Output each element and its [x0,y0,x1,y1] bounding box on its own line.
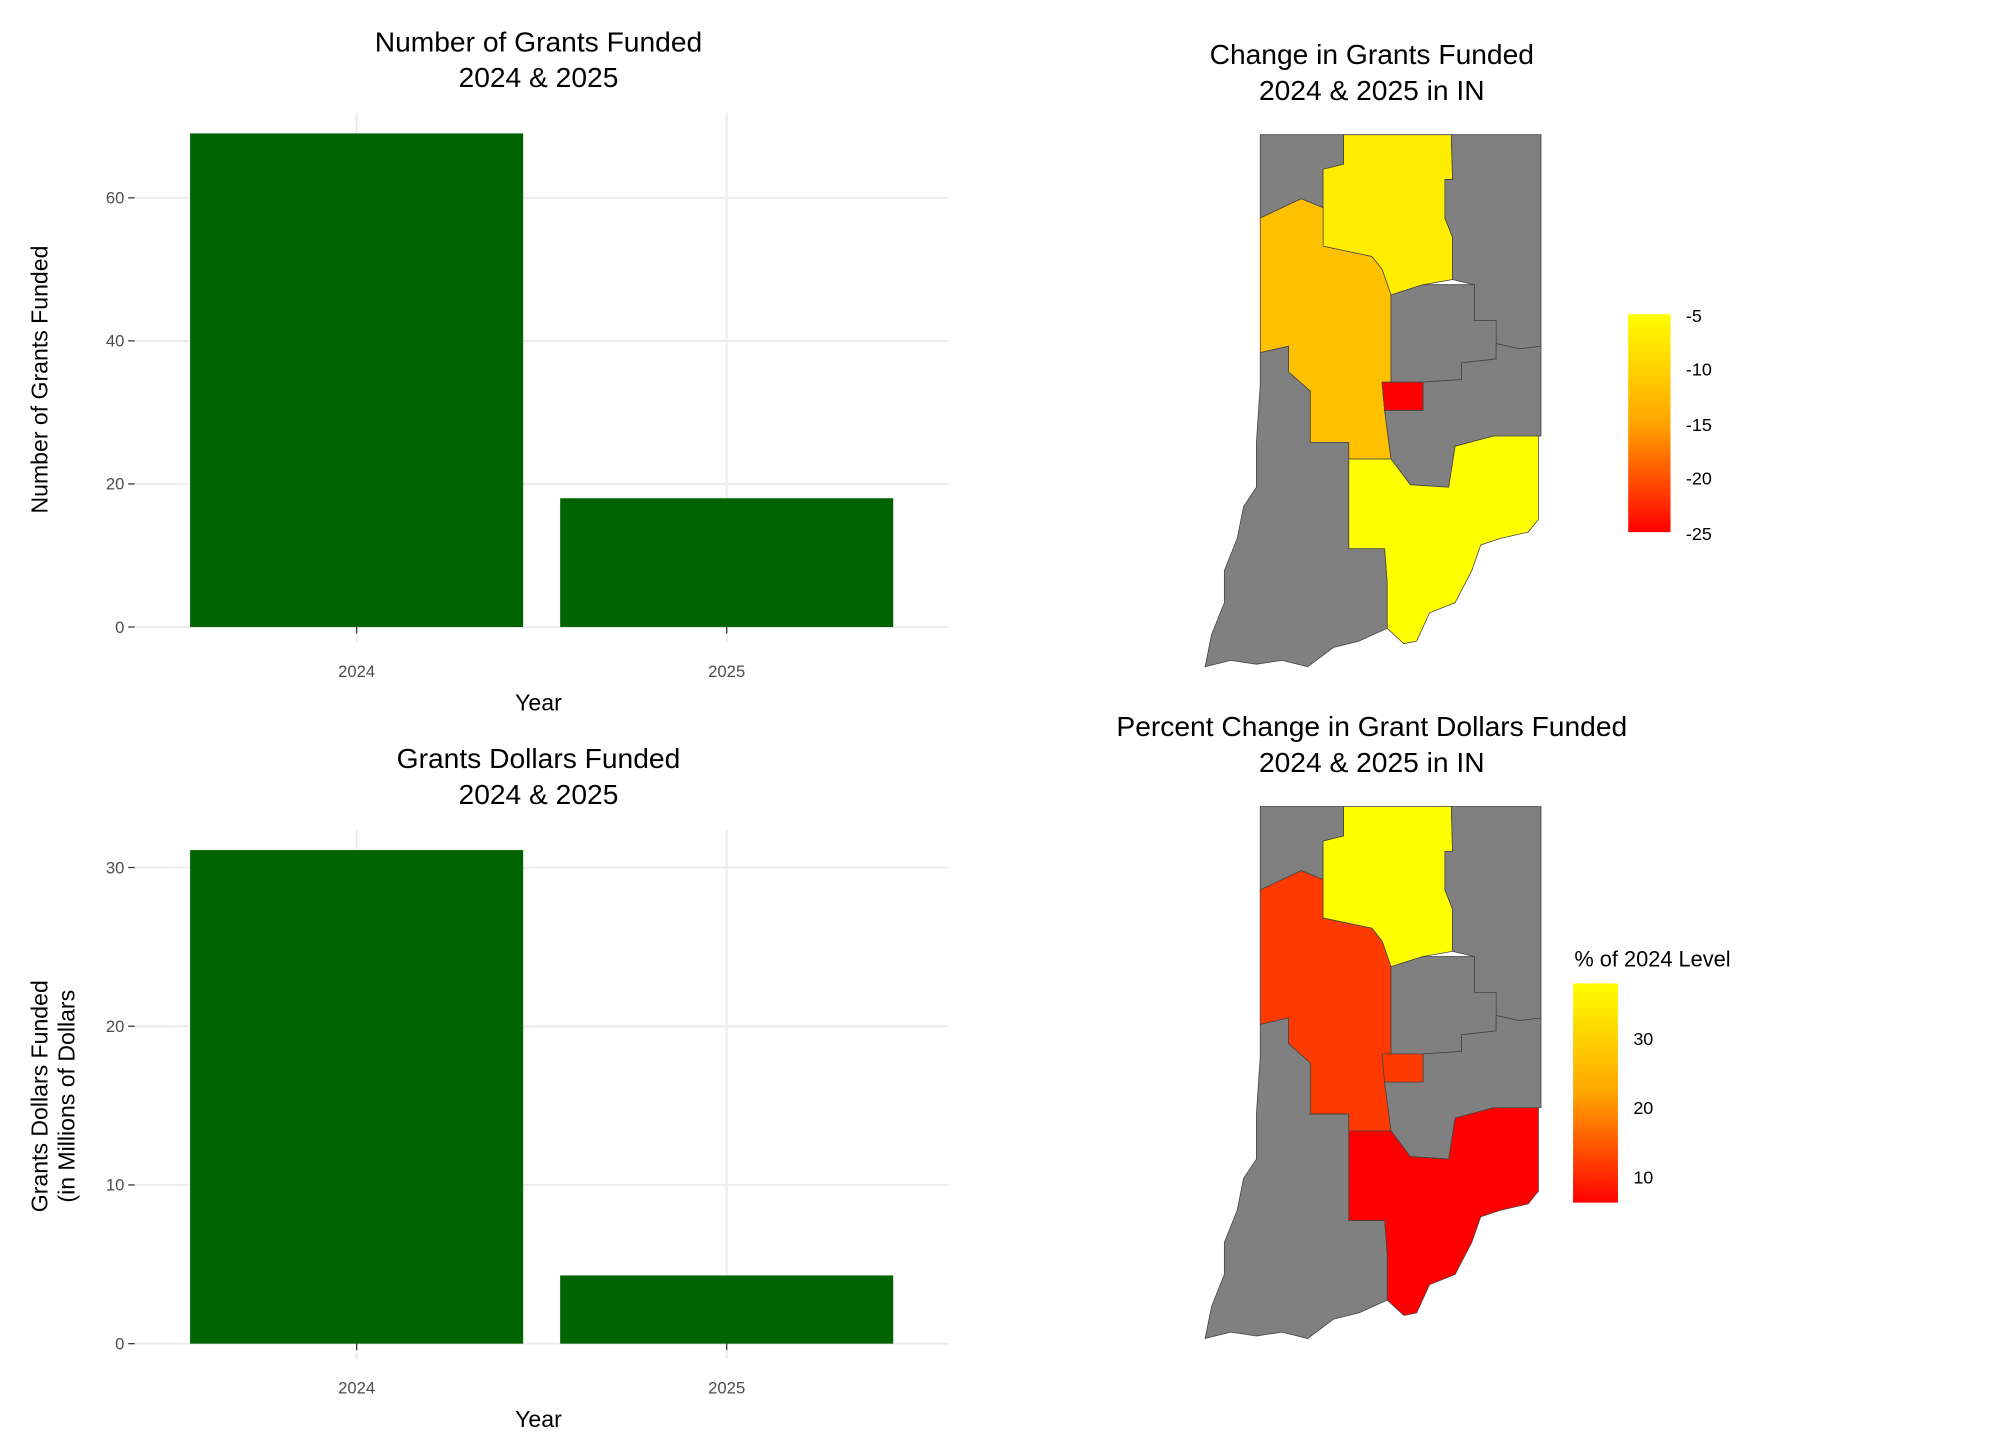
legend-tick: -15 [1686,415,1712,435]
x-axis-label: Year [515,1406,562,1432]
y-axis-label: Number of Grants Funded [26,246,52,514]
y-tick-label: 40 [106,332,125,351]
x-tick-label: 2025 [708,662,745,681]
y-tick-label: 20 [106,1017,125,1036]
x-tick-label: 2025 [708,1379,745,1398]
legend-tick: -5 [1686,306,1702,326]
region-indy [1381,1053,1424,1083]
map-title-line2: 2024 & 2025 in IN [1259,746,1485,778]
x-tick-label: 2024 [338,1379,375,1398]
legend-colorbar [1573,983,1618,1203]
map-title-line1: Percent Change in Grant Dollars Funded [1116,710,1627,742]
region-southwest [1204,345,1388,668]
map-title-line1: Change in Grants Funded [1210,38,1534,70]
bar-2025 [560,498,894,627]
bar-chart-grant-dollars: Grants Dollars Funded 2024 & 2025 0 10 20 3… [26,742,949,1432]
chart-title-line1: Grants Dollars Funded [397,742,681,774]
color-legend: -5 -10 -15 -20 -25 [1628,306,1712,544]
legend-tick: 20 [1633,1098,1653,1118]
bar-chart-grants-count: Number of Grants Funded 2024 & 2025 0 20 4… [26,25,949,715]
plot-panel: 0 20 40 60 2024 2025 [106,112,949,681]
bar-2025 [560,1275,894,1344]
region-southwest [1204,1017,1388,1340]
bar-2024 [190,133,524,627]
chart-title-line1: Number of Grants Funded [375,25,702,57]
y-tick-label: 60 [106,189,125,208]
region-indy [1381,381,1424,411]
y-tick-label: 0 [115,618,124,637]
map-percent-change-dollars: Percent Change in Grant Dollars Funded 2… [1116,710,1731,1340]
plot-panel: 0 10 20 30 2024 2025 [106,829,949,1398]
legend-tick: -10 [1686,360,1712,380]
y-tick-label: 20 [106,475,125,494]
indiana-map [1204,806,1542,1340]
y-axis-label-line2: (in Millions of Dollars [53,990,79,1203]
legend-tick: -25 [1686,524,1712,544]
y-tick-label: 0 [115,1334,124,1353]
legend-tick: -20 [1686,469,1712,489]
bar-2024 [190,850,524,1344]
y-axis-label-line1: Grants Dollars Funded [26,980,52,1212]
legend-tick: 10 [1633,1167,1653,1187]
chart-title-line2: 2024 & 2025 [459,61,619,93]
indiana-map [1204,134,1542,668]
legend-tick: 30 [1633,1029,1653,1049]
map-title-line2: 2024 & 2025 in IN [1259,74,1485,106]
y-tick-label: 10 [106,1176,125,1195]
y-tick-label: 30 [106,858,125,877]
color-legend: % of 2024 Level 30 20 10 [1573,947,1731,1203]
x-axis-label: Year [515,689,562,715]
chart-title-line2: 2024 & 2025 [459,778,619,810]
legend-colorbar [1628,314,1671,533]
legend-title: % of 2024 Level [1574,947,1730,972]
map-change-grants: Change in Grants Funded 2024 & 2025 in I… [1204,38,1712,668]
x-tick-label: 2024 [338,662,375,681]
